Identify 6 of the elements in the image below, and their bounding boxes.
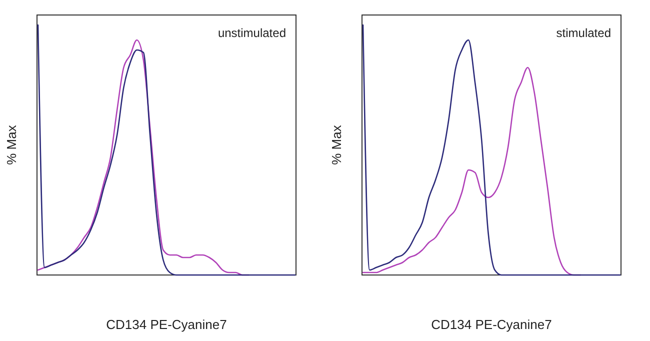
y-axis-title: % Max — [4, 124, 19, 165]
x-axis-title: CD134 PE-Cyanine7 — [106, 317, 227, 332]
x-axis-title: CD134 PE-Cyanine7 — [431, 317, 552, 332]
annotation: unstimulated — [218, 26, 286, 40]
annotation: stimulated — [556, 26, 611, 40]
y-axis-title: % Max — [329, 124, 344, 165]
